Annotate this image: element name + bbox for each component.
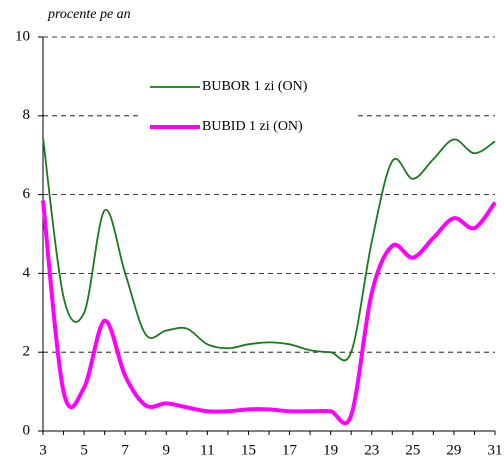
x-tick-label: 5	[80, 442, 88, 458]
x-tick-label: 9	[163, 442, 171, 458]
x-tick-label: 23	[364, 442, 379, 458]
y-tick-label: 8	[23, 107, 31, 123]
y-tick-label: 6	[23, 186, 31, 202]
x-tick-label: 25	[405, 442, 420, 458]
x-tick-label: 15	[241, 442, 256, 458]
x-tick-label: 7	[121, 442, 129, 458]
x-tick-label: 11	[200, 442, 214, 458]
x-tick-label: 31	[488, 442, 503, 458]
legend-label: BUBOR 1 zi (ON)	[202, 79, 308, 94]
x-tick-label: 19	[323, 442, 338, 458]
legend-label: BUBID 1 zi (ON)	[202, 119, 303, 134]
x-tick-label: 17	[282, 442, 298, 458]
y-tick-label: 0	[23, 422, 31, 438]
series-line	[42, 137, 496, 362]
x-tick-label: 3	[39, 442, 47, 458]
x-tick-label: 29	[446, 442, 461, 458]
y-tick-label: 2	[23, 344, 31, 360]
series-line	[41, 200, 497, 426]
y-tick-label: 4	[23, 265, 31, 281]
y-tick-label: 10	[15, 28, 30, 44]
y-axis-label: procente pe an	[47, 7, 131, 22]
